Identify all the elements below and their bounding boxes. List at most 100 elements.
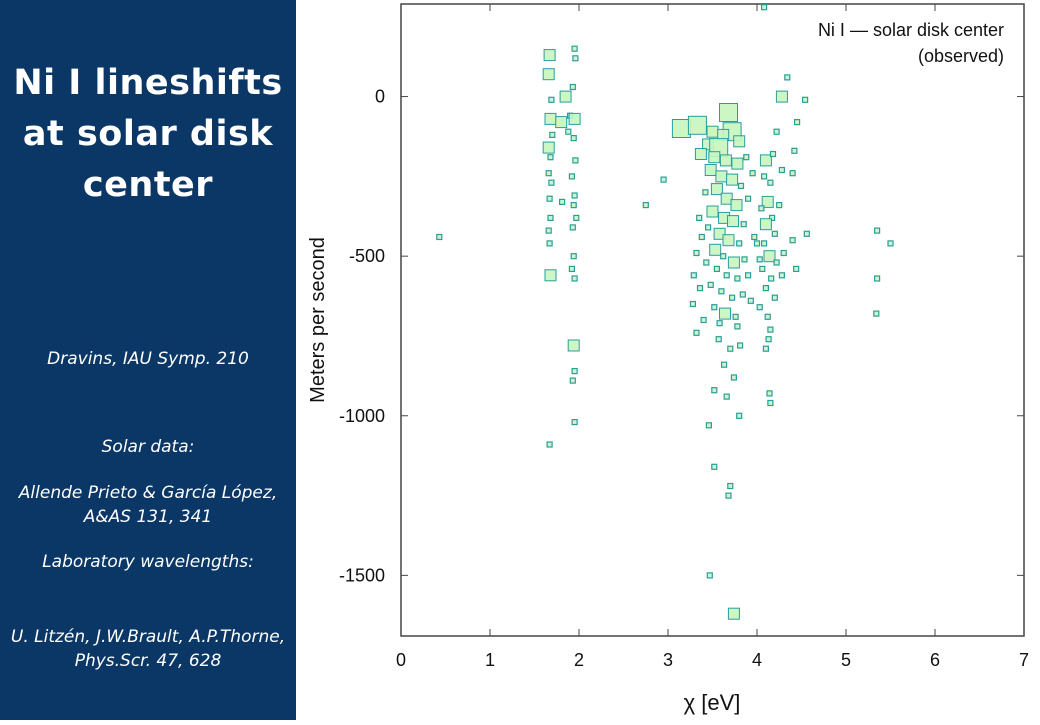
data-point bbox=[762, 285, 769, 292]
chart-area: 0 1 2 3 4 5 6 7 0 -500 -1000 -1500 Ni I — solar dis… bbox=[296, 0, 1040, 720]
data-point bbox=[789, 237, 796, 244]
y-tick-label: -500 bbox=[349, 246, 385, 266]
data-point bbox=[693, 329, 700, 336]
data-point bbox=[715, 336, 722, 343]
data-point bbox=[720, 192, 733, 205]
data-point bbox=[570, 135, 577, 142]
data-point bbox=[737, 342, 744, 349]
data-point bbox=[769, 214, 776, 221]
data-point bbox=[775, 90, 788, 103]
data-point bbox=[719, 103, 738, 122]
data-point bbox=[723, 393, 730, 400]
data-point bbox=[545, 170, 552, 177]
data-point bbox=[739, 291, 746, 298]
data-point bbox=[711, 463, 718, 470]
plot-frame bbox=[400, 3, 1025, 637]
data-point bbox=[568, 173, 575, 180]
data-point bbox=[793, 265, 800, 272]
data-point bbox=[736, 240, 743, 247]
data-point bbox=[544, 269, 557, 282]
data-point bbox=[571, 368, 578, 375]
data-point bbox=[759, 265, 766, 272]
data-point bbox=[569, 83, 576, 91]
data-point bbox=[727, 482, 734, 490]
data-point bbox=[547, 214, 554, 221]
data-point bbox=[743, 154, 750, 161]
data-point bbox=[713, 265, 720, 272]
data-point bbox=[694, 148, 707, 160]
data-point bbox=[762, 345, 769, 352]
data-point bbox=[571, 275, 578, 282]
data-point bbox=[548, 96, 555, 103]
lab-wavelengths-label: Laboratory wavelengths: bbox=[42, 552, 254, 572]
x-tick-label: 3 bbox=[663, 650, 673, 670]
data-point bbox=[706, 125, 719, 138]
data-point bbox=[700, 316, 707, 324]
data-point bbox=[767, 326, 774, 333]
data-point bbox=[767, 399, 774, 407]
data-point bbox=[773, 128, 780, 135]
data-point bbox=[549, 131, 556, 138]
data-point bbox=[436, 233, 443, 241]
y-axis-label: Meters per second bbox=[307, 237, 329, 403]
x-axis-label: χ [eV] bbox=[684, 690, 741, 715]
x-tick-label: 4 bbox=[752, 650, 762, 670]
data-point bbox=[802, 96, 809, 103]
x-tick-label: 2 bbox=[574, 650, 584, 670]
data-point bbox=[741, 256, 748, 263]
data-point bbox=[718, 288, 725, 295]
data-point bbox=[720, 253, 727, 260]
data-point bbox=[737, 182, 745, 189]
data-point bbox=[570, 202, 577, 209]
data-point bbox=[732, 313, 739, 320]
data-point bbox=[763, 250, 776, 263]
data-point bbox=[706, 205, 719, 218]
data-point bbox=[745, 195, 752, 202]
data-point bbox=[571, 45, 578, 52]
data-point bbox=[543, 49, 556, 62]
data-point bbox=[546, 441, 553, 448]
data-point bbox=[753, 240, 761, 247]
data-point bbox=[719, 154, 732, 167]
data-point bbox=[747, 297, 754, 304]
data-point bbox=[789, 170, 796, 177]
data-point bbox=[761, 195, 774, 208]
data-point bbox=[759, 154, 772, 167]
x-tick-label: 7 bbox=[1019, 650, 1029, 670]
data-point bbox=[745, 272, 752, 279]
data-point bbox=[727, 256, 740, 269]
data-point bbox=[729, 294, 736, 301]
data-point bbox=[569, 377, 576, 384]
data-point bbox=[749, 170, 756, 177]
data-point bbox=[769, 150, 777, 158]
data-point bbox=[771, 294, 778, 301]
data-point bbox=[734, 275, 741, 282]
data-point bbox=[546, 240, 553, 247]
y-tick-label: -1000 bbox=[339, 406, 385, 426]
data-point bbox=[706, 572, 713, 579]
data-point bbox=[711, 304, 718, 311]
data-point bbox=[873, 310, 880, 317]
data-point bbox=[727, 345, 734, 352]
data-point bbox=[709, 243, 722, 256]
data-point bbox=[780, 249, 787, 257]
panel-title: Ni I lineshifts at solar disk center bbox=[13, 63, 283, 205]
data-point bbox=[555, 116, 568, 129]
data-point bbox=[721, 361, 728, 368]
data-point bbox=[702, 189, 709, 196]
data-point bbox=[546, 195, 553, 202]
data-point bbox=[542, 68, 555, 81]
data-point bbox=[707, 281, 714, 288]
info-panel: Ni I lineshifts at solar disk center Dra… bbox=[0, 0, 296, 720]
citation: Dravins, IAU Symp. 210 bbox=[47, 349, 249, 369]
data-point bbox=[716, 320, 723, 327]
data-point bbox=[705, 422, 712, 429]
data-point bbox=[715, 170, 728, 183]
scatter-chart: 0 1 2 3 4 5 6 7 0 -500 -1000 -1500 Ni I — solar dis… bbox=[307, 3, 1029, 715]
y-tick-label: 0 bbox=[375, 87, 385, 107]
data-point bbox=[704, 164, 717, 176]
data-point bbox=[690, 272, 697, 279]
data-point bbox=[887, 240, 894, 247]
data-point bbox=[642, 202, 649, 209]
data-point bbox=[542, 141, 555, 154]
